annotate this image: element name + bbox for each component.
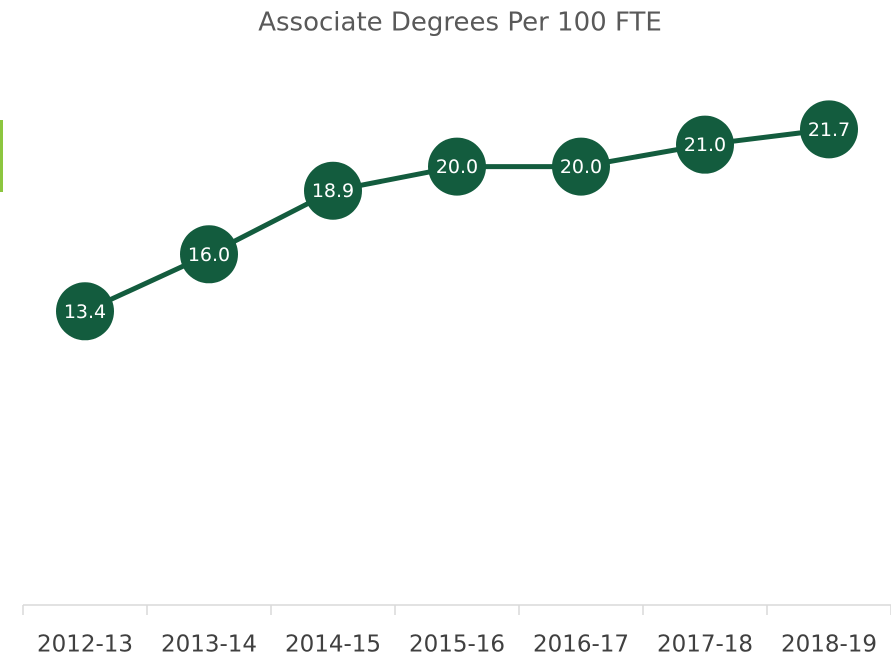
x-tick-label: 2013-14 [161,632,257,658]
accent-bar [0,120,3,192]
data-label: 20.0 [560,156,602,178]
marker [180,225,238,284]
data-label: 20.0 [436,156,478,178]
chart-title: Associate Degrees Per 100 FTE [258,8,662,38]
data-label: 21.7 [808,119,850,141]
data-label: 18.9 [312,180,354,202]
marker [676,115,734,174]
marker [304,161,362,220]
x-tick-label: 2012-13 [37,632,133,658]
data-label: 21.0 [684,134,726,156]
marker [428,137,486,196]
marker [800,100,858,159]
x-tick-label: 2014-15 [285,632,381,658]
x-tick-label: 2017-18 [657,632,753,658]
data-label: 16.0 [188,244,230,266]
marker [56,282,114,341]
data-label: 13.4 [64,301,106,323]
marker [552,137,610,196]
x-tick-label: 2018-19 [781,632,877,658]
x-tick-label: 2016-17 [533,632,629,658]
x-tick-label: 2015-16 [409,632,505,658]
